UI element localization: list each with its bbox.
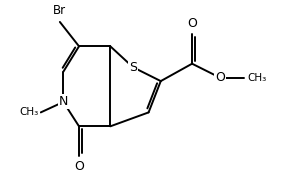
Text: N: N — [59, 95, 68, 109]
Text: CH₃: CH₃ — [247, 73, 266, 83]
Text: O: O — [215, 71, 225, 84]
Text: O: O — [74, 160, 84, 173]
Text: Br: Br — [53, 4, 66, 17]
Text: O: O — [187, 17, 197, 30]
Text: CH₃: CH₃ — [20, 107, 39, 117]
Text: S: S — [129, 61, 137, 74]
